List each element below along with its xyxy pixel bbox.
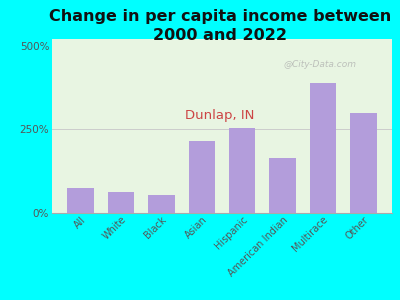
Bar xyxy=(350,112,376,213)
Bar xyxy=(270,158,296,213)
Bar xyxy=(108,192,134,213)
Bar xyxy=(68,188,94,213)
Text: @City-Data.com: @City-Data.com xyxy=(283,60,356,69)
Bar xyxy=(310,82,336,213)
Text: Change in per capita income between
2000 and 2022: Change in per capita income between 2000… xyxy=(49,9,391,43)
Bar xyxy=(189,141,215,213)
Bar xyxy=(148,195,174,213)
Text: Dunlap, IN: Dunlap, IN xyxy=(185,110,255,122)
Bar xyxy=(229,128,255,213)
